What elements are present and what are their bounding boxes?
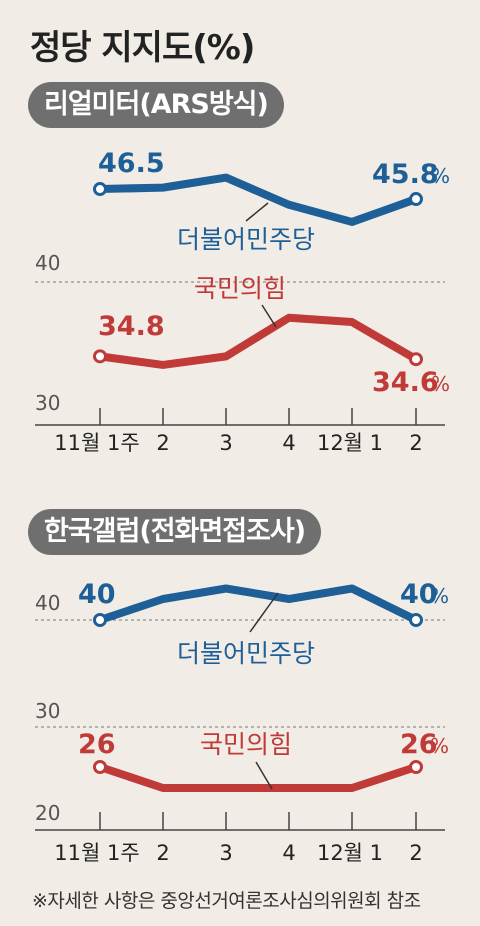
chart-1-series-leader-line xyxy=(261,304,277,328)
chart-2-endpoint-marker xyxy=(93,760,107,774)
chart-2-last-value-label: 26 xyxy=(400,729,438,760)
chart-2-series-name-label: 더불어민주당 xyxy=(177,639,315,668)
chart-2-first-value-label: 26 xyxy=(78,729,116,760)
chart-1-last-value-label: 45.8 xyxy=(372,159,439,190)
chart-2-ytick-label: 40 xyxy=(35,591,60,615)
chart-1-category-label: 4 xyxy=(282,431,295,455)
chart-2-category-label: 2 xyxy=(409,841,422,865)
chart-1-series-leader-line xyxy=(245,202,269,222)
chart-1-series-name-label: 더불어민주당 xyxy=(177,225,315,254)
chart-1-category-label: 2 xyxy=(156,431,169,455)
chart-1-first-value-label: 34.8 xyxy=(98,311,165,342)
chart-1-ytick-label: 30 xyxy=(35,391,60,415)
chart-2-series-name-label: 국민의힘 xyxy=(200,730,292,759)
chart-2-percent-sign: % xyxy=(430,584,449,608)
chart-1-percent-sign: % xyxy=(431,372,450,396)
chart-1-ytick-label: 40 xyxy=(35,251,60,275)
chart-1-endpoint-marker xyxy=(409,352,423,367)
page-title: 정당 지지도(%) xyxy=(30,28,255,68)
chart-1-series-line xyxy=(96,313,420,369)
footnote: ※자세한 사항은 중앙선거여론조사심의위원회 참조 xyxy=(32,890,421,912)
chart-1-category-label: 2 xyxy=(409,431,422,455)
chart-2-ytick-label: 30 xyxy=(35,699,60,723)
chart-1-category-label: 12월 1 xyxy=(317,431,383,455)
chart-2-category-label: 12월 1 xyxy=(317,841,383,865)
chart-2-ytick-label: 20 xyxy=(35,801,60,825)
chart-2-last-value-label: 40 xyxy=(400,579,438,610)
chart-1-endpoint-marker xyxy=(93,182,107,197)
chart-2-title-badge: 한국갤럽(전화면접조사) xyxy=(28,509,322,555)
chart-2-category-label: 3 xyxy=(219,841,232,865)
chart-2-endpoint-marker xyxy=(409,613,423,627)
chart-1-category-label: 3 xyxy=(219,431,232,455)
chart-1-category-label: 11월 1주 xyxy=(54,431,139,455)
chart-1-endpoint-marker xyxy=(409,192,423,207)
chart-2-endpoint-marker xyxy=(93,613,107,627)
chart-1-first-value-label: 46.5 xyxy=(98,148,165,179)
chart-1-title-badge: 리얼미터(ARS방식) xyxy=(28,82,284,128)
chart-2-percent-sign: % xyxy=(430,734,449,758)
chart-1-percent-sign: % xyxy=(431,164,450,188)
chart-2-endpoint-marker xyxy=(409,760,423,774)
chart-2-category-label: 4 xyxy=(282,841,295,865)
chart-1-last-value-label: 34.6 xyxy=(372,367,439,398)
chart-2-category-label: 2 xyxy=(156,841,169,865)
chart-1-series-name-label: 국민의힘 xyxy=(194,274,286,303)
chart-2-category-label: 11월 1주 xyxy=(54,841,139,865)
chart-1-endpoint-marker xyxy=(93,349,107,364)
chart-2-series-leader-line xyxy=(249,592,279,633)
chart-1-series-line xyxy=(96,173,420,226)
chart-2-series-line xyxy=(96,763,420,792)
chart-2-series-line xyxy=(96,584,420,624)
chart-2-series-leader-line xyxy=(255,761,273,790)
chart-2-first-value-label: 40 xyxy=(78,579,116,610)
